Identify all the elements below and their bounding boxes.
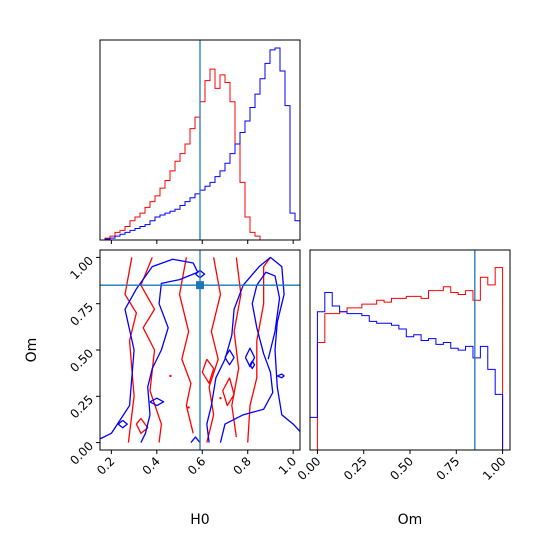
contour-line-blue bbox=[249, 360, 256, 370]
contour-line-blue bbox=[277, 373, 285, 379]
contour-line-red bbox=[247, 257, 271, 443]
contour-line-blue bbox=[149, 397, 165, 407]
h0-histogram-frame bbox=[99, 39, 301, 241]
om-x-tick-label: 0.00 bbox=[295, 454, 324, 483]
contour-line-red bbox=[222, 377, 235, 407]
truth-marker bbox=[196, 281, 204, 290]
contour-line-blue bbox=[117, 419, 128, 429]
contour-line-blue bbox=[195, 269, 206, 279]
x-axis-label-h0: H0 bbox=[190, 512, 209, 528]
contour-line-red bbox=[206, 257, 222, 443]
contour-y-tick-label: 0.00 bbox=[67, 439, 96, 468]
x-axis-label-om: Om bbox=[398, 512, 423, 528]
h0-histogram-series-red bbox=[100, 68, 300, 241]
contour-line-blue bbox=[219, 271, 281, 443]
contour-line-red bbox=[231, 257, 242, 438]
contour-line-red bbox=[124, 257, 138, 443]
contour-y-tick-label: 0.25 bbox=[67, 393, 96, 422]
contour-y-tick-label: 1.00 bbox=[67, 254, 96, 283]
om-x-tick-label: 0.50 bbox=[387, 454, 416, 483]
contour-line-red bbox=[201, 358, 215, 384]
om-x-tick-label: 1.00 bbox=[480, 454, 509, 483]
contour-line-blue bbox=[224, 349, 235, 366]
om-histogram-series-blue bbox=[309, 292, 504, 450]
om-x-tick-label: 0.25 bbox=[341, 454, 370, 483]
contour-line-red bbox=[135, 417, 149, 434]
om-histogram-series-red bbox=[310, 267, 504, 451]
y-axis-label-om: Om bbox=[24, 338, 40, 363]
contour-x-tick-label: 0.6 bbox=[185, 454, 208, 477]
contour-line-blue bbox=[244, 347, 256, 368]
contour-y-tick-label: 0.50 bbox=[67, 346, 96, 375]
contour-line-blue bbox=[206, 256, 300, 443]
contour-lines-group bbox=[100, 256, 300, 444]
contour-dot-red bbox=[219, 396, 222, 400]
contour-y-tick-label: 0.75 bbox=[67, 300, 96, 329]
contour-line-red bbox=[178, 257, 194, 434]
contour-dot-red bbox=[187, 406, 190, 409]
contour-dot-red bbox=[169, 374, 172, 378]
contour-line-blue bbox=[100, 258, 199, 443]
contour-x-tick-label: 0.2 bbox=[94, 454, 117, 477]
contour-x-tick-label: 0.8 bbox=[230, 454, 253, 477]
om-x-tick-label: 0.75 bbox=[434, 454, 463, 483]
om-marginal-histogram: 0.00 0.25 0.50 0.75 1.00 Om bbox=[295, 249, 511, 528]
contour-x-tick-label: 0.4 bbox=[140, 454, 163, 477]
contour-line-blue bbox=[190, 436, 201, 444]
h0-marginal-histogram bbox=[99, 39, 301, 244]
contour-line-red bbox=[140, 257, 163, 443]
